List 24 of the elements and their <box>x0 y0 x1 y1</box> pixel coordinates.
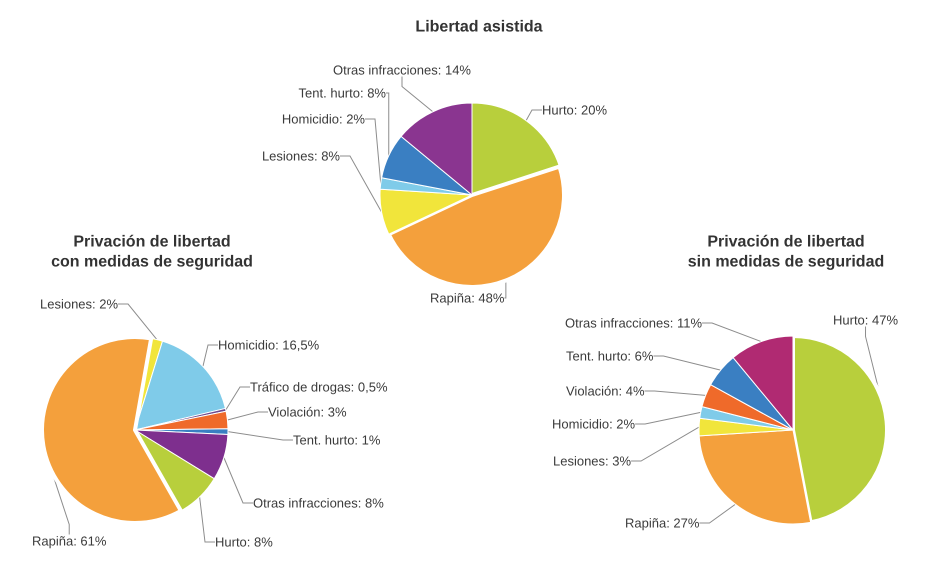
slice-label: Rapiña: 61% <box>32 534 107 548</box>
slice-label: Tent. hurto: 1% <box>293 432 381 448</box>
slice-label: Homicidio: 16,5% <box>218 338 320 352</box>
slice-label: Hurto: 20% <box>542 102 608 118</box>
chart-title: Libertad asistida <box>415 18 543 36</box>
chart-title: Privación de libertad sin medidas de seguridad <box>688 234 884 270</box>
chart-title: Privación de libertad con medidas de seguridad <box>51 234 253 270</box>
slice-label: Rapiña: 48% <box>430 290 505 306</box>
slice-label: Violación: 4% <box>566 384 645 398</box>
slice-label: Violación: 3% <box>268 404 347 420</box>
slice-label: Lesiones: 8% <box>262 148 340 164</box>
slice-label: Tráfico de drogas: 0,5% <box>250 380 388 394</box>
slice-label: Homicidio: 2% <box>282 112 366 126</box>
slice-label: Otras infracciones: 14% <box>332 62 472 78</box>
slice-label: Hurto: 8% <box>215 534 274 550</box>
slice-label: Lesiones: 3% <box>553 454 632 468</box>
slice-label: Otras infracciones: 11% <box>565 316 702 330</box>
slice-label: Otras infracciones: 8% <box>253 496 384 510</box>
slice-label: Tent. hurto: 8% <box>298 86 386 100</box>
slice-label: Tent. hurto: 6% <box>566 348 654 364</box>
slice-label: Rapiña: 27% <box>625 516 700 530</box>
slice-label: Homicidio: 2% <box>552 416 636 432</box>
slice-label: Lesiones: 2% <box>40 296 118 312</box>
slice-label: Hurto: 47% <box>833 312 898 328</box>
